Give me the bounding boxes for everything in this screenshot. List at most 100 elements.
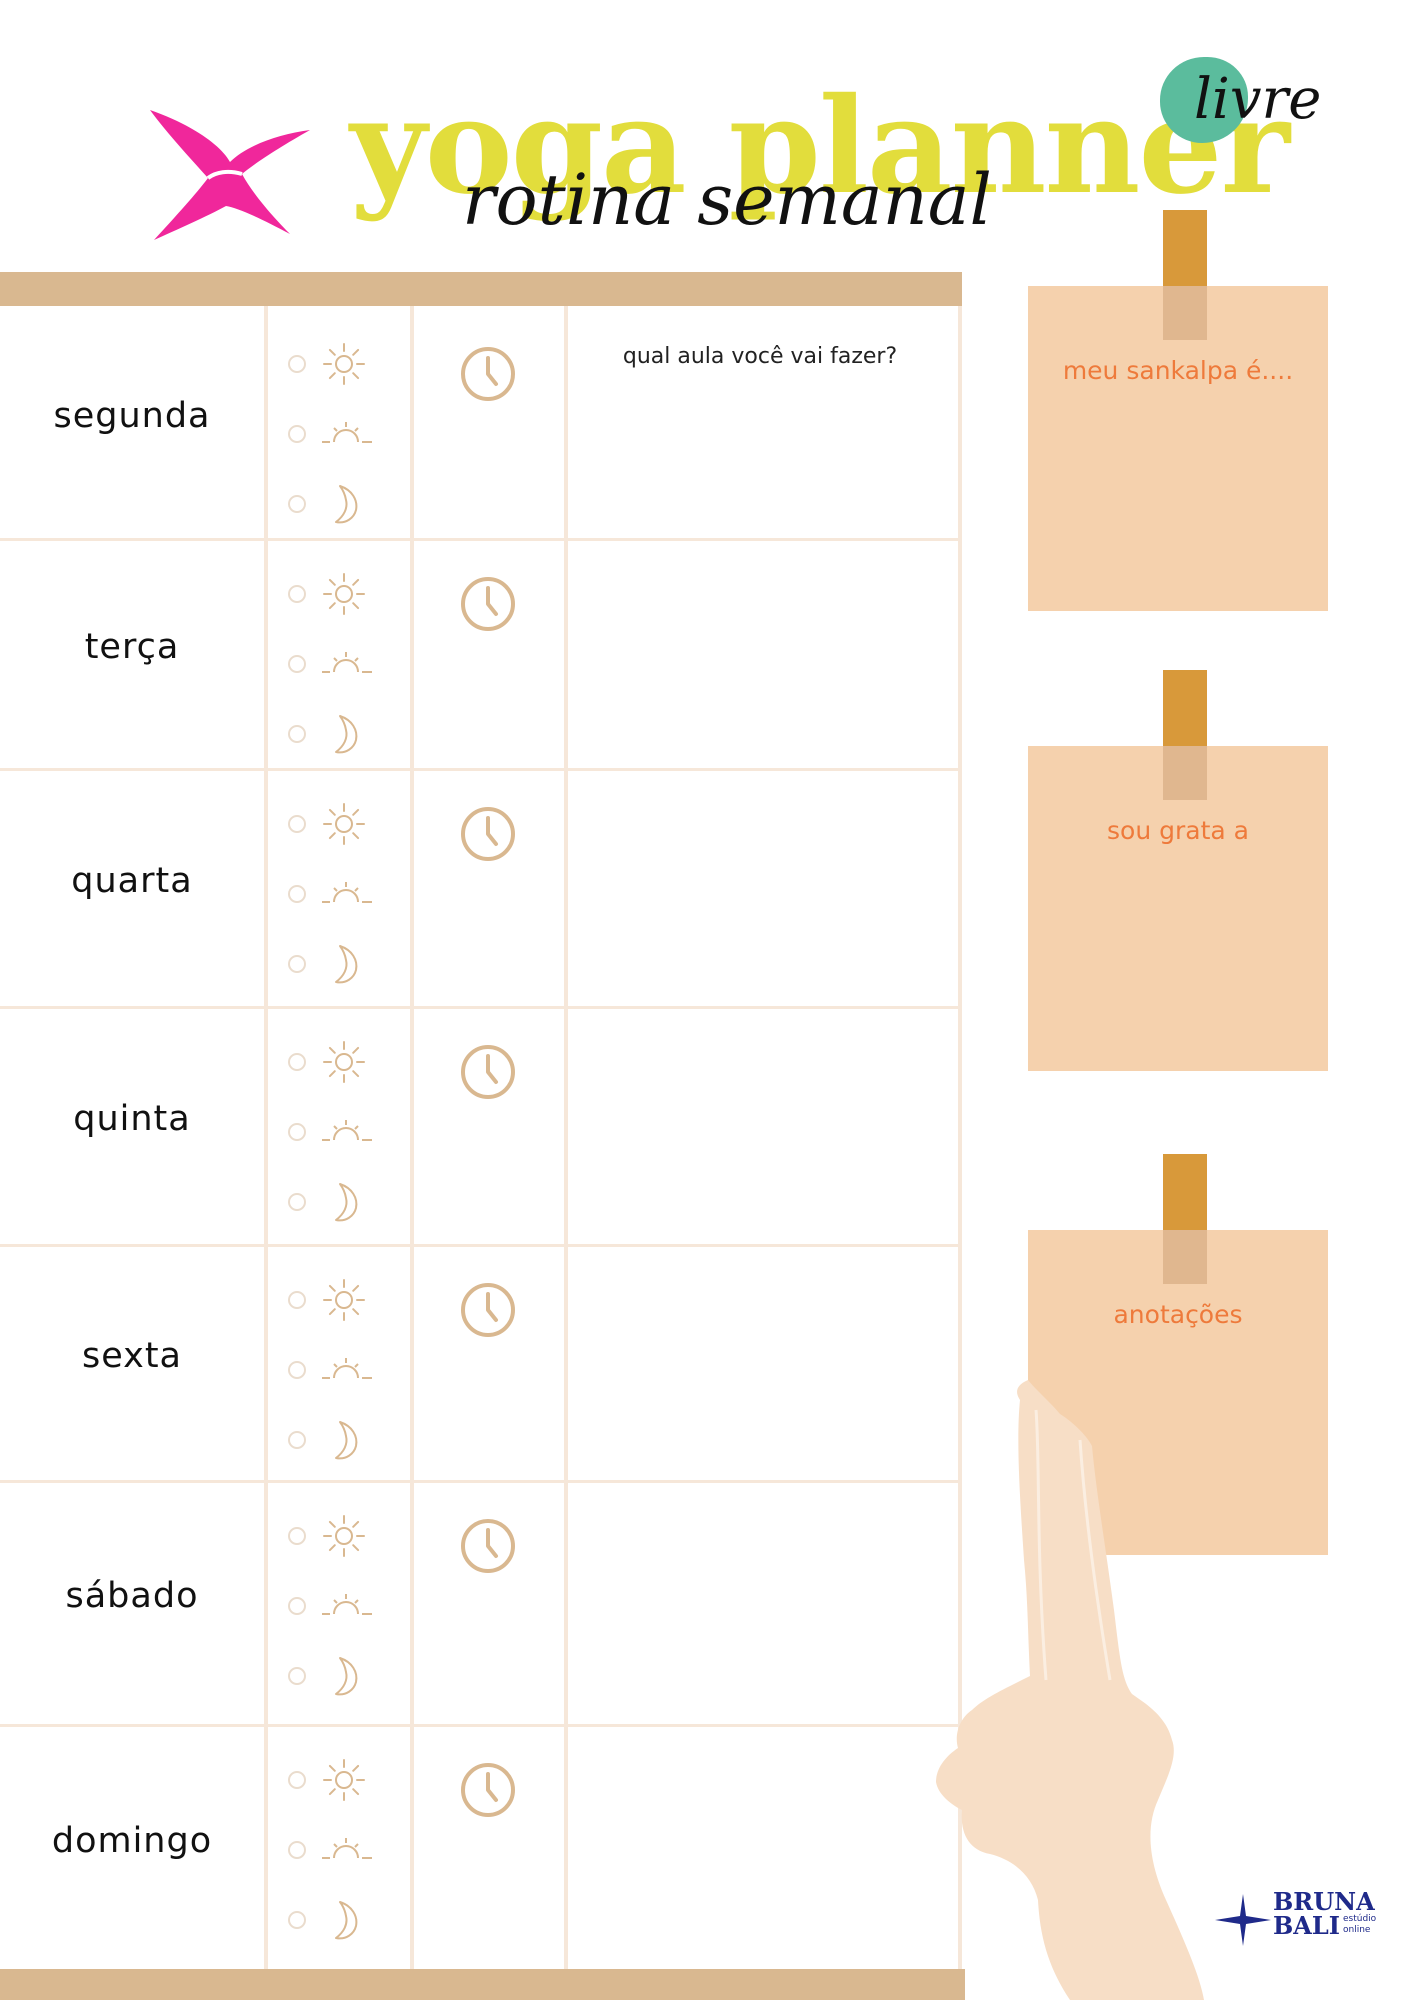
time-option: [286, 482, 386, 526]
time-radio[interactable]: [288, 955, 306, 973]
day-label: sexta: [81, 1336, 183, 1376]
day-row: sexta: [0, 1244, 962, 1480]
clock-icon: [460, 1518, 516, 1574]
row-divider: [0, 768, 962, 771]
column-divider: [958, 306, 962, 1969]
brand-name-line1: BRUNA: [1273, 1887, 1375, 1916]
yoga-logo-icon: [150, 110, 310, 240]
day-label: segunda: [53, 396, 211, 436]
time-radio[interactable]: [288, 815, 306, 833]
clock-icon: [460, 806, 516, 862]
time-radio[interactable]: [288, 725, 306, 743]
day-label: quinta: [73, 1099, 191, 1139]
time-radio[interactable]: [288, 1431, 306, 1449]
livre-badge: livre: [1160, 52, 1340, 152]
brand-subtitle: estúdio online: [1343, 1914, 1393, 1936]
time-option: [286, 802, 386, 846]
note-label: sou grata a: [1107, 816, 1249, 845]
time-radio[interactable]: [288, 1123, 306, 1141]
day-row: quinta: [0, 1006, 962, 1244]
time-radio[interactable]: [288, 425, 306, 443]
time-radio[interactable]: [288, 1193, 306, 1211]
time-option: [286, 1584, 386, 1628]
time-radio[interactable]: [288, 1667, 306, 1685]
row-divider: [0, 1244, 962, 1247]
time-radio[interactable]: [288, 1771, 306, 1789]
time-option: [286, 712, 386, 756]
time-option: [286, 1514, 386, 1558]
time-option: [286, 342, 386, 386]
page-subtitle: rotina semanal: [462, 159, 992, 241]
time-option: [286, 1654, 386, 1698]
day-label: terça: [84, 627, 180, 667]
sticky-note: sou grata a: [1028, 746, 1328, 1071]
day-row: domingo: [0, 1724, 962, 1969]
day-label: domingo: [51, 1820, 213, 1861]
brand-sub-line2: online: [1343, 1925, 1371, 1935]
brand-name-line2: BALI: [1273, 1911, 1341, 1940]
class-question: qual aula você vai fazer?: [622, 344, 898, 369]
time-option: [286, 412, 386, 456]
row-divider: [0, 538, 962, 541]
time-option: [286, 1828, 386, 1872]
time-option: [286, 1898, 386, 1942]
tape-strip: [1163, 670, 1207, 800]
day-row: segunda qual aula você vai fazer?: [0, 306, 962, 538]
brand-logo: BRUNA BALI estúdio online: [1215, 1890, 1395, 1950]
day-row: sábado: [0, 1480, 962, 1724]
clock-icon: [460, 346, 516, 402]
row-divider: [0, 1724, 962, 1727]
brand-sub-line1: estúdio: [1343, 1914, 1377, 1924]
time-radio[interactable]: [288, 1361, 306, 1379]
column-divider: [264, 306, 268, 1969]
time-option: [286, 1278, 386, 1322]
yoga-figure-illustration: [936, 1380, 1204, 2000]
time-option: [286, 642, 386, 686]
time-option: [286, 572, 386, 616]
time-option: [286, 1418, 386, 1462]
clock-icon: [460, 1282, 516, 1338]
time-option: [286, 1180, 386, 1224]
note-label: anotações: [1113, 1300, 1243, 1329]
time-option: [286, 1348, 386, 1392]
row-divider: [0, 1480, 962, 1483]
time-radio[interactable]: [288, 1597, 306, 1615]
day-row: terça: [0, 538, 962, 768]
time-radio[interactable]: [288, 495, 306, 513]
sticky-note: meu sankalpa é....: [1028, 286, 1328, 611]
time-option: [286, 942, 386, 986]
page-title: yoga planner: [350, 69, 1290, 224]
day-row: quarta: [0, 768, 962, 1006]
column-divider: [564, 306, 568, 1969]
time-option: [286, 1110, 386, 1154]
clock-icon: [460, 1762, 516, 1818]
time-radio[interactable]: [288, 655, 306, 673]
time-radio[interactable]: [288, 585, 306, 603]
star-icon: [1215, 1894, 1271, 1946]
tape-strip: [1163, 1154, 1207, 1284]
badge-blob: [1160, 57, 1248, 143]
time-radio[interactable]: [288, 1053, 306, 1071]
day-label: quarta: [71, 861, 193, 901]
time-radio[interactable]: [288, 1911, 306, 1929]
table-top-bar: [0, 272, 962, 306]
time-radio[interactable]: [288, 355, 306, 373]
clock-icon: [460, 576, 516, 632]
column-divider: [410, 306, 414, 1969]
clock-icon: [460, 1044, 516, 1100]
time-radio[interactable]: [288, 885, 306, 903]
time-radio[interactable]: [288, 1841, 306, 1859]
table-bottom-bar: [0, 1969, 965, 2000]
time-radio[interactable]: [288, 1291, 306, 1309]
time-option: [286, 1040, 386, 1084]
day-label: sábado: [65, 1576, 199, 1616]
note-label: meu sankalpa é....: [1062, 356, 1294, 385]
badge-label: livre: [1194, 67, 1322, 132]
tape-strip: [1163, 210, 1207, 340]
row-divider: [0, 1006, 962, 1009]
time-option: [286, 872, 386, 916]
time-option: [286, 1758, 386, 1802]
brand-name: BRUNA BALI: [1273, 1887, 1375, 1940]
weekly-table: segunda qual aula você vai fazer? terça qua…: [0, 272, 965, 2000]
time-radio[interactable]: [288, 1527, 306, 1545]
